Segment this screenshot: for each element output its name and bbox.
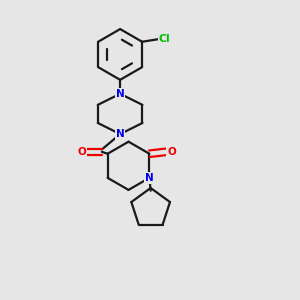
Text: O: O <box>77 147 86 157</box>
Text: N: N <box>116 89 124 99</box>
Text: N: N <box>116 129 124 139</box>
Text: N: N <box>145 173 154 183</box>
Text: Cl: Cl <box>159 34 171 44</box>
Text: O: O <box>167 147 176 157</box>
